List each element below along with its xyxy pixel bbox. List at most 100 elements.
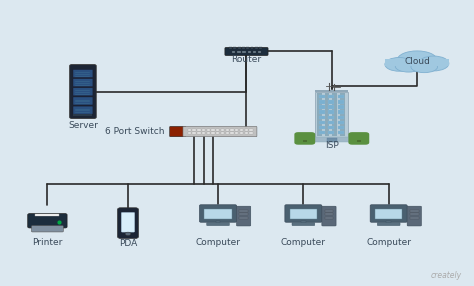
Bar bbox=[240, 129, 243, 131]
Bar bbox=[230, 129, 234, 131]
Bar bbox=[242, 47, 245, 49]
Bar bbox=[202, 132, 205, 134]
Bar bbox=[239, 210, 248, 212]
Bar bbox=[328, 131, 334, 134]
Bar bbox=[245, 129, 248, 131]
Bar bbox=[338, 110, 344, 114]
Bar bbox=[255, 47, 258, 49]
Text: Cloud: Cloud bbox=[404, 57, 430, 66]
Bar bbox=[317, 93, 322, 136]
Bar bbox=[290, 209, 317, 219]
Bar bbox=[246, 47, 249, 49]
Bar bbox=[216, 221, 220, 224]
Bar bbox=[35, 214, 59, 216]
Bar bbox=[338, 131, 344, 134]
Ellipse shape bbox=[395, 61, 422, 72]
FancyBboxPatch shape bbox=[183, 126, 257, 137]
Bar bbox=[325, 213, 333, 215]
Bar bbox=[239, 217, 248, 219]
Text: Computer: Computer bbox=[196, 238, 240, 247]
Bar bbox=[325, 217, 333, 219]
Bar bbox=[332, 93, 337, 136]
Bar bbox=[192, 132, 196, 134]
Bar bbox=[188, 129, 191, 131]
Bar bbox=[235, 129, 238, 131]
FancyBboxPatch shape bbox=[322, 206, 336, 226]
FancyBboxPatch shape bbox=[73, 69, 93, 78]
Bar bbox=[207, 129, 210, 131]
Bar bbox=[226, 129, 229, 131]
FancyBboxPatch shape bbox=[170, 126, 186, 137]
Bar bbox=[239, 213, 248, 215]
FancyBboxPatch shape bbox=[207, 223, 229, 226]
Bar bbox=[319, 110, 325, 114]
Ellipse shape bbox=[397, 51, 437, 69]
Text: PDA: PDA bbox=[119, 239, 137, 248]
FancyBboxPatch shape bbox=[285, 205, 322, 222]
FancyBboxPatch shape bbox=[407, 206, 421, 226]
Bar bbox=[357, 140, 361, 142]
Circle shape bbox=[125, 232, 131, 236]
Bar bbox=[301, 221, 306, 224]
Bar bbox=[328, 95, 334, 98]
Bar bbox=[237, 47, 240, 49]
Bar bbox=[338, 116, 344, 119]
Text: creately: creately bbox=[430, 271, 462, 280]
FancyBboxPatch shape bbox=[118, 208, 138, 239]
Text: 6 Port Switch: 6 Port Switch bbox=[105, 127, 165, 136]
Bar bbox=[338, 121, 344, 124]
FancyBboxPatch shape bbox=[292, 223, 315, 226]
Bar bbox=[204, 209, 232, 219]
Bar bbox=[235, 132, 238, 134]
Bar bbox=[248, 51, 251, 53]
Bar bbox=[328, 110, 334, 114]
Bar bbox=[319, 126, 325, 129]
Text: Router: Router bbox=[231, 55, 262, 64]
Bar bbox=[328, 121, 334, 124]
Bar bbox=[386, 221, 391, 224]
Ellipse shape bbox=[411, 61, 438, 73]
Bar bbox=[188, 132, 191, 134]
Bar bbox=[245, 132, 248, 134]
FancyBboxPatch shape bbox=[73, 106, 93, 114]
Bar bbox=[229, 47, 232, 49]
Bar bbox=[221, 132, 224, 134]
Bar bbox=[237, 51, 241, 53]
Bar bbox=[253, 51, 256, 53]
FancyBboxPatch shape bbox=[200, 205, 237, 222]
Bar bbox=[328, 126, 334, 129]
Bar bbox=[340, 93, 345, 136]
Bar bbox=[216, 129, 219, 131]
FancyBboxPatch shape bbox=[225, 47, 268, 55]
Bar bbox=[375, 209, 402, 219]
Bar bbox=[328, 105, 334, 109]
FancyBboxPatch shape bbox=[237, 206, 251, 226]
FancyBboxPatch shape bbox=[294, 132, 315, 145]
Text: Printer: Printer bbox=[32, 238, 63, 247]
FancyBboxPatch shape bbox=[70, 65, 96, 118]
Bar bbox=[221, 129, 224, 131]
Bar bbox=[211, 129, 215, 131]
Bar bbox=[259, 47, 262, 49]
Bar bbox=[338, 105, 344, 109]
Bar bbox=[319, 105, 325, 109]
Ellipse shape bbox=[385, 57, 413, 71]
Bar bbox=[319, 121, 325, 124]
Bar bbox=[197, 129, 201, 131]
Bar bbox=[197, 132, 201, 134]
Bar bbox=[258, 51, 262, 53]
Bar bbox=[230, 132, 234, 134]
Bar bbox=[315, 90, 348, 92]
Bar bbox=[233, 47, 236, 49]
Bar bbox=[232, 51, 236, 53]
FancyBboxPatch shape bbox=[370, 205, 407, 222]
Bar bbox=[338, 100, 344, 104]
Bar bbox=[325, 210, 333, 212]
Bar bbox=[207, 132, 210, 134]
Bar bbox=[325, 93, 329, 136]
Bar bbox=[216, 132, 219, 134]
FancyBboxPatch shape bbox=[121, 212, 135, 232]
Text: Server: Server bbox=[68, 121, 98, 130]
Bar bbox=[410, 213, 419, 215]
Bar bbox=[249, 132, 253, 134]
